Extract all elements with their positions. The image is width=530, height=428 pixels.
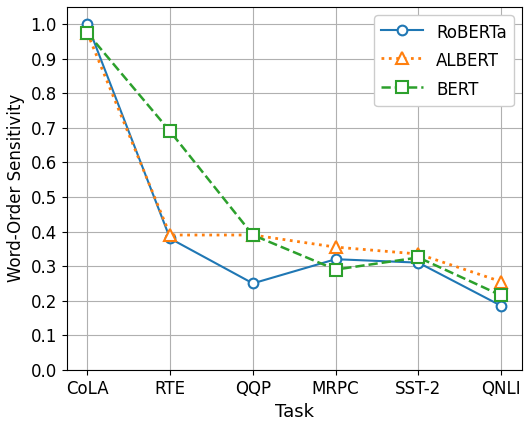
ALBERT [415, 251, 421, 256]
BERT [250, 232, 256, 238]
Y-axis label: Word-Order Sensitivity: Word-Order Sensitivity [7, 94, 25, 282]
RoBERTa [250, 281, 256, 286]
RoBERTa [84, 22, 91, 27]
BERT [415, 255, 421, 260]
ALBERT [332, 244, 339, 250]
ALBERT [498, 279, 505, 284]
Line: ALBERT: ALBERT [82, 27, 507, 287]
RoBERTa [415, 260, 421, 265]
ALBERT [84, 30, 91, 36]
ALBERT [167, 232, 173, 238]
Line: RoBERTa: RoBERTa [83, 19, 506, 311]
RoBERTa [167, 236, 173, 241]
RoBERTa [332, 257, 339, 262]
BERT [167, 129, 173, 134]
BERT [332, 267, 339, 272]
X-axis label: Task: Task [275, 403, 314, 421]
ALBERT [250, 232, 256, 238]
Line: BERT: BERT [82, 27, 507, 301]
Legend: RoBERTa, ALBERT, BERT: RoBERTa, ALBERT, BERT [375, 15, 514, 106]
BERT [498, 293, 505, 298]
RoBERTa [498, 303, 505, 309]
BERT [84, 30, 91, 36]
